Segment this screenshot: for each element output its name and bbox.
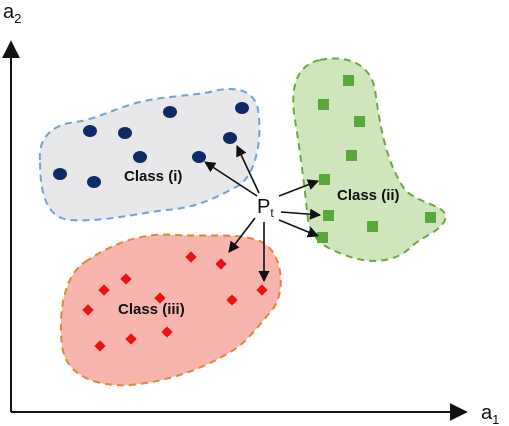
- query-point-label: Pt: [257, 196, 274, 220]
- class-ii-point: [367, 221, 378, 232]
- class-ii-point: [346, 150, 357, 161]
- class-i-label: Class (i): [124, 168, 182, 185]
- y-axis-label: a2: [3, 1, 21, 26]
- class-i-point: [87, 176, 101, 188]
- arrow-to-class-i: [204, 161, 258, 197]
- class-ii-point: [319, 174, 330, 185]
- cluster-region-class-iii: [59, 233, 282, 387]
- class-ii-point: [354, 116, 365, 127]
- class-iii-label: Class (iii): [118, 301, 185, 318]
- class-ii-label: Class (ii): [337, 187, 400, 204]
- arrow-to-class-i: [236, 144, 260, 194]
- class-ii-point: [317, 232, 328, 243]
- arrow-to-class-iii: [228, 217, 256, 253]
- class-ii-point: [318, 99, 329, 110]
- class-ii-point: [323, 210, 334, 221]
- class-i-point: [133, 151, 147, 163]
- class-i-point: [83, 125, 97, 137]
- class-i-point: [118, 127, 132, 139]
- class-i-point: [163, 106, 177, 118]
- arrow-to-class-ii: [278, 219, 320, 238]
- arrow-to-class-ii: [278, 179, 320, 197]
- x-axis-label: a1: [481, 402, 499, 426]
- class-ii-point: [343, 75, 354, 86]
- arrow-to-class-ii: [280, 208, 322, 220]
- class-i-point: [223, 132, 237, 144]
- cluster-region-class-i: [38, 88, 261, 222]
- class-i-point: [53, 168, 67, 180]
- class-i-point: [192, 151, 206, 163]
- class-i-point: [235, 102, 249, 114]
- class-ii-point: [425, 212, 436, 223]
